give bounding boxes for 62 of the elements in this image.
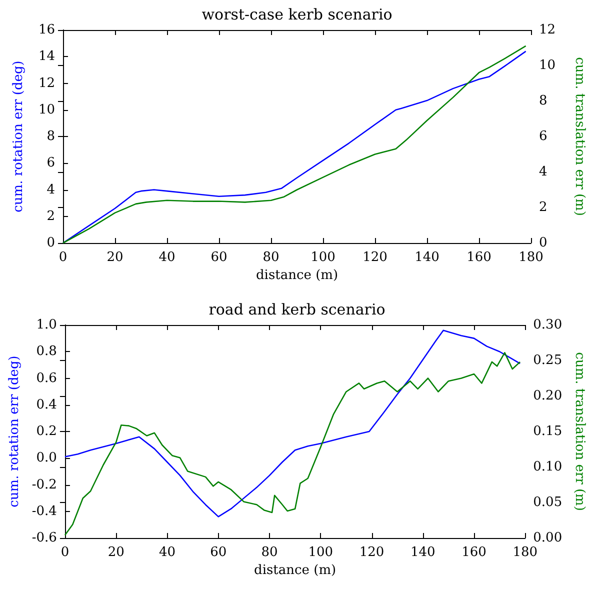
y2-tick-label: 12 [539, 22, 556, 38]
y-tick-label: 6 [46, 156, 55, 171]
y2-tick-label: 0 [539, 236, 548, 250]
y2-tick-label: 0.10 [533, 460, 562, 474]
chart-title: road and kerb scenario [208, 300, 386, 318]
y-axis-title: cum. rotation err (deg) [7, 356, 22, 508]
chart-title: worst-case kerb scenario [202, 6, 392, 24]
y-tick-label: 0.2 [36, 424, 57, 439]
y-axis-title: cum. rotation err (deg) [11, 60, 26, 212]
y2-tick-label: 6 [539, 129, 548, 144]
y2-tick-label: 0.15 [533, 424, 562, 439]
x-tick-label: 180 [512, 545, 538, 560]
line-series [64, 330, 521, 518]
x-tick-label: 60 [210, 250, 228, 265]
y2-axis-title: cum. translation err (m) [572, 57, 587, 216]
x-tick-label: 20 [106, 250, 124, 265]
y-tick-label: 8 [46, 129, 55, 144]
x-axis-title: distance (m) [254, 562, 336, 578]
x-tick-label: 140 [414, 250, 440, 265]
y-tick-label: 16 [38, 22, 55, 38]
y-tick-label: 0.6 [36, 370, 57, 386]
y2-tick-label: 10 [539, 58, 556, 73]
y-tick-label: -0.6 [32, 530, 57, 546]
x-tick-label: 140 [410, 545, 436, 560]
x-tick-label: 40 [158, 545, 176, 560]
y-tick-label: 12 [38, 76, 55, 91]
y-tick-label: -0.4 [32, 504, 57, 519]
y2-tick-label: 2 [539, 200, 548, 215]
x-tick-label: 0 [58, 250, 68, 265]
x-tick-label: 0 [60, 545, 70, 560]
x-tick-label: 80 [262, 250, 280, 265]
y-tick-label: 0.8 [36, 344, 57, 360]
x-tick-label: 100 [308, 545, 334, 560]
y2-tick-label: 8 [539, 94, 548, 108]
y-tick-label: 14 [38, 49, 55, 64]
x-tick-label: 120 [359, 545, 384, 560]
y2-axis-title: cum. translation err (m) [572, 352, 587, 511]
y-tick-label: 0.4 [36, 397, 57, 412]
x-tick-label: 100 [310, 250, 336, 265]
x-tick-label: 20 [108, 545, 124, 560]
x-tick-label: 80 [261, 545, 278, 560]
x-axis-title: distance (m) [256, 268, 338, 283]
y-tick-label: 1.0 [36, 318, 57, 332]
y-tick-label: 4 [46, 182, 55, 198]
y-tick-label: 0 [46, 236, 55, 250]
y-tick-label: 10 [38, 102, 55, 118]
y-tick-label: 2 [46, 208, 55, 224]
x-tick-label: 180 [518, 250, 544, 265]
x-tick-label: 40 [158, 250, 176, 265]
y2-tick-label: 0.00 [533, 530, 562, 546]
y2-tick-label: 0.25 [533, 353, 562, 368]
y2-tick-label: 0.30 [533, 318, 562, 332]
x-tick-label: 160 [466, 250, 492, 265]
line-series [64, 352, 521, 536]
y2-tick-label: 0.20 [533, 388, 562, 404]
y2-tick-label: 4 [539, 164, 548, 180]
x-tick-label: 120 [362, 250, 388, 265]
y-tick-label: 0.0 [36, 450, 57, 466]
x-tick-label: 60 [210, 545, 227, 560]
x-tick-label: 160 [462, 545, 486, 560]
y-tick-label: -0.2 [32, 477, 57, 492]
y2-tick-label: 0.05 [533, 495, 562, 510]
